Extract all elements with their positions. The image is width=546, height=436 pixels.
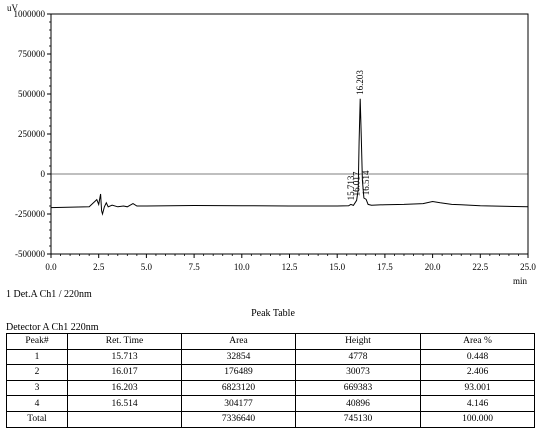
y-tick-label: 500000 — [18, 89, 46, 99]
table-row: 4 16.514 304177 40896 4.146 — [6, 395, 535, 412]
x-tick-label: 22.5 — [472, 262, 488, 272]
x-tick-label: 15.0 — [329, 262, 345, 272]
cell-total-height: 745130 — [295, 410, 421, 428]
x-tick-label: 25.0 — [520, 262, 536, 272]
y-unit-label: uV — [7, 3, 19, 13]
header-ret-time: Ret. Time — [67, 333, 182, 350]
header-peak-number: Peak# — [6, 333, 68, 350]
cell-area-percent: 2.406 — [420, 364, 535, 381]
header-height: Height — [295, 333, 421, 350]
cell-total-area-percent: 100.000 — [420, 410, 535, 428]
peak-table: Peak# Ret. Time Area Height Area % 1 15.… — [6, 333, 535, 428]
table-row: 1 15.713 32854 4778 0.448 — [6, 348, 535, 366]
cell-area: 304177 — [181, 395, 296, 412]
peak-label: 16.514 — [361, 170, 371, 195]
plot-frame — [50, 13, 529, 255]
cell-area: 32854 — [181, 348, 296, 366]
cell-height: 4778 — [295, 348, 421, 366]
x-tick-label: 0.0 — [45, 262, 57, 272]
cell-height: 669383 — [295, 379, 421, 397]
y-axis: -500000 -250000 0 250000 500000 750000 1000000 — [14, 9, 51, 259]
cell-ret-time: 16.017 — [67, 364, 182, 381]
x-tick-label: 5.0 — [141, 262, 153, 272]
cell-peak-number: 4 — [6, 395, 68, 412]
cell-total-label: Total — [6, 410, 68, 428]
cell-total-area: 7336640 — [181, 410, 296, 428]
y-tick-label: 1000000 — [14, 9, 46, 19]
cell-peak-number: 1 — [6, 348, 68, 366]
x-unit-label: min — [513, 276, 528, 286]
cell-peak-number: 2 — [6, 364, 68, 381]
detector-label: Detector A Ch1 220nm — [6, 322, 99, 333]
signal-trace — [50, 98, 529, 216]
table-row: 3 16.203 6823120 669383 93.001 — [6, 379, 535, 397]
header-area-percent: Area % — [420, 333, 535, 350]
header-area: Area — [181, 333, 296, 350]
cell-area: 6823120 — [181, 379, 296, 397]
chromatogram-chart: 0.0 2.5 5.0 7.5 10.0 12.5 15.0 17.5 20.0 22.5 25.0… — [7, 3, 536, 286]
peak-label: 16.203 — [355, 70, 365, 95]
x-axis: 0.0 2.5 5.0 7.5 10.0 12.5 15.0 17.5 20.0 22.5 25.0 — [45, 254, 536, 272]
cell-area-percent: 4.146 — [420, 395, 535, 412]
cell-area: 176489 — [181, 364, 296, 381]
cell-peak-number: 3 — [6, 379, 68, 397]
cell-height: 40896 — [295, 395, 421, 412]
cell-height: 30073 — [295, 364, 421, 381]
x-tick-label: 7.5 — [188, 262, 200, 272]
cell-ret-time: 16.514 — [67, 395, 182, 412]
peak-table-title: Peak Table — [251, 308, 295, 319]
chromatogram-caption: 1 Det.A Ch1 / 220nm — [6, 289, 92, 300]
cell-ret-time: 16.203 — [67, 379, 182, 397]
table-header-row: Peak# Ret. Time Area Height Area % — [6, 333, 535, 350]
cell-area-percent: 93.001 — [420, 379, 535, 397]
table-row: 2 16.017 176489 30073 2.406 — [6, 364, 535, 381]
peak-label: 16.017 — [352, 171, 362, 196]
cell-ret-time: 15.713 — [67, 348, 182, 366]
x-tick-label: 17.5 — [377, 262, 393, 272]
y-tick-label: 750000 — [18, 49, 46, 59]
x-tick-label: 20.0 — [425, 262, 441, 272]
x-tick-label: 2.5 — [93, 262, 105, 272]
y-tick-label: -250000 — [15, 209, 45, 219]
y-tick-label: 0 — [41, 169, 46, 179]
cell-area-percent: 0.448 — [420, 348, 535, 366]
x-tick-label: 10.0 — [234, 262, 250, 272]
y-tick-label: 250000 — [18, 129, 46, 139]
y-tick-label: -500000 — [15, 249, 45, 259]
peak-label: 15.713 — [346, 175, 356, 200]
x-tick-label: 12.5 — [282, 262, 298, 272]
cell-total-ret-time — [67, 410, 182, 428]
table-total-row: Total 7336640 745130 100.000 — [6, 410, 535, 428]
